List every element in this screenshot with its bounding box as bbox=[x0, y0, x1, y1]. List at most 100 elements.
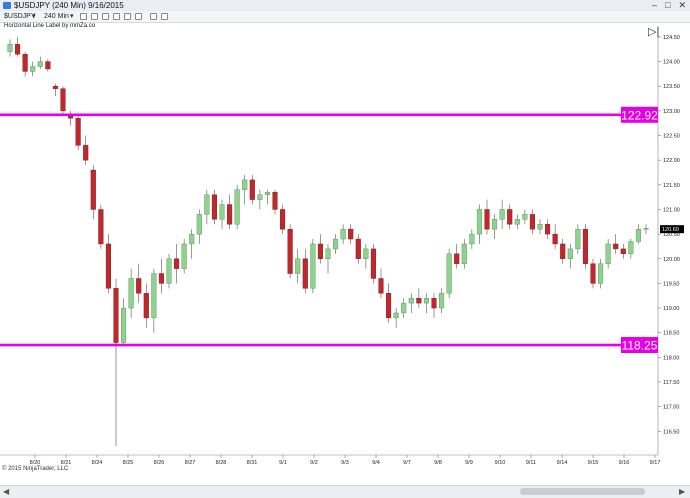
down-candle bbox=[60, 88, 66, 112]
time-tick-label: 9/8 bbox=[434, 460, 442, 466]
up-candle bbox=[166, 258, 172, 284]
time-tick-label: 9/15 bbox=[588, 460, 599, 466]
zoom-icon[interactable] bbox=[113, 13, 120, 20]
down-candle bbox=[454, 253, 460, 264]
up-candle bbox=[295, 258, 301, 274]
down-candle bbox=[378, 278, 384, 294]
scroll-left-icon[interactable]: ◀ bbox=[3, 487, 10, 496]
time-tick-label: 9/14 bbox=[557, 460, 568, 466]
time-tick-label: 9/1 bbox=[279, 460, 287, 466]
time-tick-label: 8/27 bbox=[185, 460, 196, 466]
minimize-icon[interactable]: – bbox=[652, 0, 658, 10]
down-candle bbox=[431, 297, 437, 309]
up-candle bbox=[514, 219, 520, 225]
price-tick-label: 123.00 bbox=[663, 109, 680, 115]
up-candle bbox=[476, 209, 482, 235]
up-candle bbox=[196, 214, 202, 235]
grid-icon[interactable] bbox=[150, 13, 157, 20]
up-candle bbox=[151, 273, 157, 319]
down-candle bbox=[620, 248, 626, 255]
up-candle bbox=[234, 189, 240, 225]
instrument-selector[interactable]: $USDJPY bbox=[4, 13, 36, 20]
properties-icon[interactable] bbox=[124, 13, 131, 20]
price-tick-label: 124.50 bbox=[663, 35, 680, 41]
up-candle bbox=[325, 248, 331, 259]
time-tick-label: 9/4 bbox=[372, 460, 380, 466]
screenshot-icon[interactable] bbox=[161, 13, 168, 20]
horizontal-line-label: 122.92 bbox=[621, 108, 658, 122]
price-tick-label: 118.50 bbox=[663, 331, 679, 337]
down-candle bbox=[68, 115, 74, 119]
down-candle bbox=[98, 209, 104, 245]
down-candle bbox=[227, 204, 233, 225]
up-candle bbox=[643, 227, 649, 230]
down-candle bbox=[287, 228, 293, 274]
down-candle bbox=[15, 44, 21, 55]
close-icon[interactable]: ✕ bbox=[678, 0, 686, 10]
pointer-icon[interactable] bbox=[80, 13, 87, 20]
time-tick-label: 9/2 bbox=[310, 460, 318, 466]
down-candle bbox=[143, 293, 149, 319]
maximize-icon[interactable]: □ bbox=[665, 0, 671, 10]
down-candle bbox=[105, 243, 111, 289]
indicator-label: Horizontal Line Label by mmZa.co bbox=[4, 23, 96, 29]
scroll-right-icon[interactable]: ▶ bbox=[679, 487, 686, 496]
time-tick-label: 9/10 bbox=[495, 460, 506, 466]
down-candle bbox=[302, 258, 308, 289]
up-candle bbox=[492, 219, 498, 230]
scrollbar-thumb[interactable] bbox=[520, 488, 645, 495]
down-candle bbox=[590, 263, 596, 284]
price-tick-label: 124.00 bbox=[663, 60, 680, 66]
down-candle bbox=[355, 238, 361, 259]
interval-selector[interactable]: 240 Min bbox=[44, 13, 69, 20]
time-tick-label: 8/20 bbox=[30, 460, 41, 466]
price-tick-label: 117.00 bbox=[663, 405, 679, 411]
up-candle bbox=[7, 44, 13, 52]
up-candle bbox=[189, 233, 195, 245]
up-candle bbox=[121, 307, 127, 343]
price-tick-label: 119.50 bbox=[663, 281, 679, 287]
horizontal-scrollbar[interactable]: ◀ ▶ bbox=[0, 485, 690, 498]
pencil-icon[interactable] bbox=[91, 13, 98, 20]
time-tick-label: 8/26 bbox=[154, 460, 165, 466]
price-tick-label: 123.50 bbox=[663, 84, 680, 90]
price-chart[interactable]: 124.50 124.00 123.50 123.00 122.50 122.00 121.… bbox=[0, 0, 690, 485]
down-candle bbox=[280, 209, 286, 230]
price-tick-label: 120.00 bbox=[663, 257, 680, 263]
go-to-end-icon[interactable]: ▷| bbox=[648, 26, 660, 38]
up-candle bbox=[333, 238, 339, 250]
up-candle bbox=[537, 224, 543, 230]
up-candle bbox=[461, 243, 467, 264]
up-candle bbox=[628, 241, 634, 255]
down-candle bbox=[370, 248, 376, 279]
price-tick-label: 117.50 bbox=[663, 380, 679, 386]
down-candle bbox=[22, 53, 28, 72]
dropdown-chevron-icon[interactable]: ▾ bbox=[70, 13, 74, 20]
up-candle bbox=[340, 228, 346, 240]
up-candle bbox=[605, 243, 611, 264]
up-candle bbox=[567, 248, 573, 259]
time-tick-label: 9/11 bbox=[526, 460, 536, 466]
price-tick-label: 119.00 bbox=[663, 306, 679, 312]
last-price-marker-bg bbox=[660, 225, 684, 234]
down-candle bbox=[174, 258, 180, 269]
up-candle bbox=[204, 194, 210, 215]
time-tick-label: 8/24 bbox=[92, 460, 103, 466]
data-box-icon[interactable] bbox=[135, 13, 142, 20]
price-tick-label: 116.50 bbox=[663, 429, 679, 435]
time-tick-label: 9/9 bbox=[465, 460, 473, 466]
up-candle bbox=[219, 204, 225, 220]
down-candle bbox=[507, 209, 513, 225]
down-candle bbox=[545, 224, 551, 235]
time-tick-label: 8/25 bbox=[123, 460, 134, 466]
price-tick-label: 121.00 bbox=[663, 207, 680, 213]
up-candle bbox=[423, 297, 429, 304]
up-candle bbox=[30, 66, 36, 72]
down-candle bbox=[552, 233, 558, 245]
time-tick-label: 9/7 bbox=[403, 460, 411, 466]
dropdown-chevron-icon[interactable]: ▾ bbox=[32, 13, 36, 20]
crosshair-icon[interactable] bbox=[102, 13, 109, 20]
last-price-label: 120.60 bbox=[662, 227, 679, 233]
down-candle bbox=[211, 194, 217, 220]
copyright-text: © 2015 NinjaTrader, LLC bbox=[2, 466, 69, 472]
